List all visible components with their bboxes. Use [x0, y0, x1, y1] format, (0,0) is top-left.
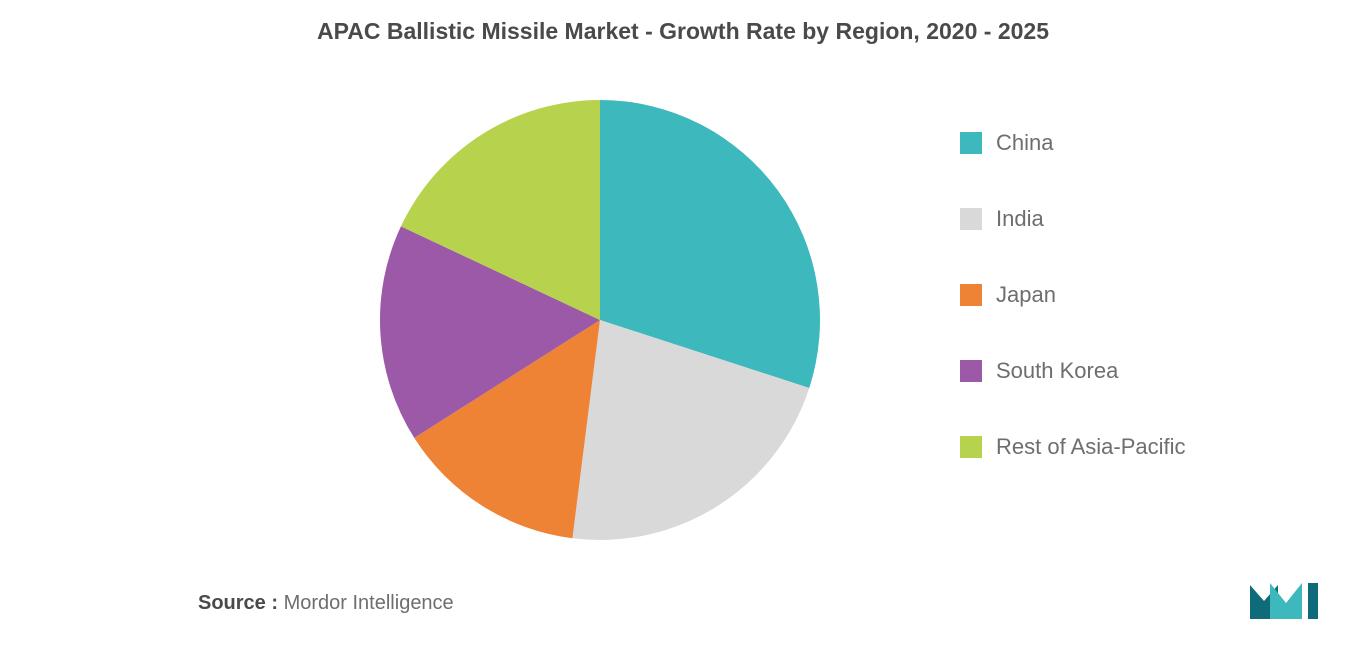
source-name: Mordor Intelligence [284, 592, 454, 614]
page-title: APAC Ballistic Missile Market - Growth R… [0, 0, 1366, 45]
legend-item: Japan [960, 282, 1186, 308]
legend-label: India [996, 206, 1044, 232]
legend-label: South Korea [996, 358, 1118, 384]
legend-item: China [960, 130, 1186, 156]
pie-chart [380, 100, 820, 540]
legend: China India Japan South Korea Rest of Asia-P… [960, 130, 1186, 460]
legend-swatch [960, 436, 982, 458]
legend-swatch [960, 284, 982, 306]
legend-swatch [960, 360, 982, 382]
legend-item: India [960, 206, 1186, 232]
legend-label: Rest of Asia-Pacific [996, 434, 1186, 460]
legend-label: Japan [996, 282, 1056, 308]
source-prefix: Source : [198, 592, 278, 614]
brand-logo [1246, 577, 1324, 623]
source-attribution: Source : Mordor Intelligence [198, 592, 454, 615]
legend-label: China [996, 130, 1053, 156]
legend-item: Rest of Asia-Pacific [960, 434, 1186, 460]
chart-container: China India Japan South Korea Rest of Asia-P… [0, 85, 1366, 555]
legend-item: South Korea [960, 358, 1186, 384]
legend-swatch [960, 132, 982, 154]
legend-swatch [960, 208, 982, 230]
